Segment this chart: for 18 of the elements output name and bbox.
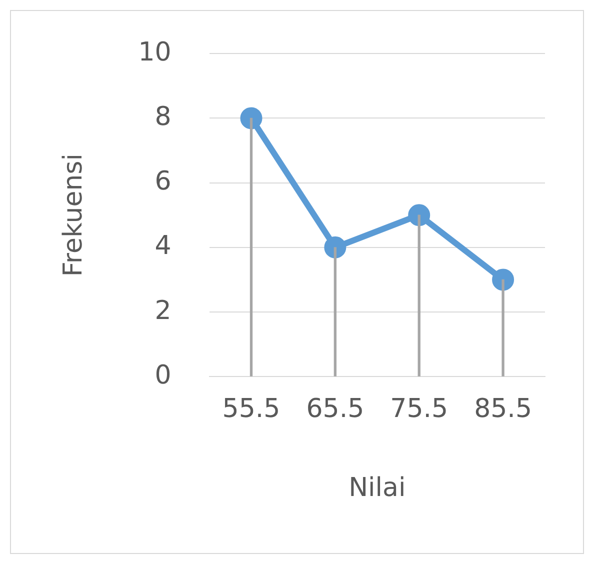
bar [502,279,504,376]
y-axis-title: Frekuensi [58,154,88,277]
point [240,107,262,130]
bar [250,118,253,376]
bar [418,214,420,376]
y-tick-label: 4 [154,231,172,262]
point [408,204,430,226]
y-tick-label: 6 [154,166,172,197]
bar [334,247,337,376]
y-tick-label: 8 [154,102,172,132]
x-tick-label: 75.5 [390,394,448,424]
x-axis-title: Nilai [348,473,406,504]
x-tick-label: 55.5 [222,394,280,424]
y-tick-label: 0 [154,360,172,390]
x-tick-label: 65.5 [306,394,364,424]
x-tick-label: 85.5 [474,394,532,424]
y-tick-label: 10 [138,37,172,68]
y-tick-label: 2 [154,296,172,326]
